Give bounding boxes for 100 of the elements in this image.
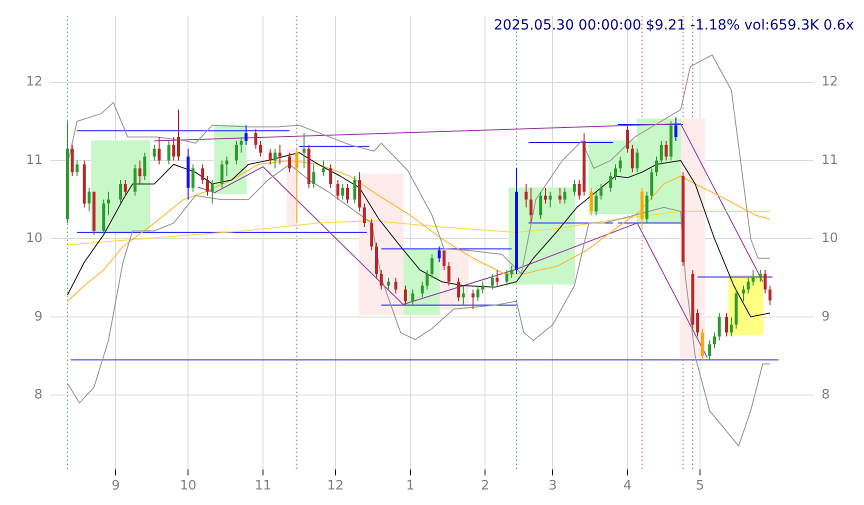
candlestick — [119, 180, 122, 204]
candlestick — [88, 187, 91, 212]
candlestick — [206, 176, 209, 196]
y-tick-label: 8 — [34, 387, 43, 402]
candlestick — [138, 160, 142, 184]
candlestick — [346, 183, 349, 204]
y-tick-label: 11 — [26, 152, 43, 168]
candlestick — [539, 191, 542, 220]
candlestick — [210, 180, 214, 204]
candlestick — [426, 269, 429, 290]
candlestick — [725, 312, 728, 337]
candlestick — [387, 277, 390, 290]
candlestick — [244, 124, 248, 146]
candlestick — [442, 250, 446, 270]
candlestick — [336, 180, 340, 200]
candlestick — [70, 144, 74, 177]
candlestick — [177, 109, 180, 161]
candlestick — [353, 176, 356, 204]
candlestick — [438, 246, 441, 263]
candlestick — [220, 160, 224, 188]
y-tick-label: 12 — [26, 74, 43, 90]
candlestick — [329, 164, 332, 188]
candlestick — [240, 136, 243, 154]
x-tick-label: 1 — [406, 478, 414, 494]
candlestick — [295, 148, 298, 224]
candlestick — [481, 281, 484, 294]
x-tick-label: 11 — [254, 478, 272, 494]
candlestick — [134, 164, 137, 196]
chart-title: 2025.05.30 00:00:00 $9.21 -1.18% vol:659.3K 0.6x — [494, 18, 854, 34]
candlestick — [718, 312, 721, 341]
x-tick-label: 10 — [180, 478, 196, 494]
candlestick — [708, 340, 712, 360]
candlestick — [700, 328, 704, 360]
candlestick — [201, 164, 204, 184]
y-tick-label: 10 — [26, 231, 43, 246]
x-tick-label: 3 — [548, 478, 557, 494]
candlestick — [462, 285, 465, 306]
candlestick — [380, 269, 383, 290]
candlestick — [660, 140, 663, 165]
candlestick — [472, 289, 475, 310]
candlestick — [152, 144, 156, 161]
candlestick — [76, 160, 79, 177]
candlestick — [341, 183, 344, 200]
candlestick — [626, 124, 630, 154]
candlestick — [411, 289, 414, 306]
candlestick — [254, 128, 258, 150]
candlestick — [572, 180, 576, 196]
candlestick — [548, 191, 552, 208]
y2-tick-label: 12 — [821, 74, 838, 90]
candlestick — [674, 116, 678, 142]
candlestick — [529, 187, 532, 224]
candlestick — [650, 168, 654, 200]
candlestick — [696, 308, 700, 337]
y2-tick-label: 11 — [821, 152, 838, 168]
x-tick-label: 12 — [327, 478, 344, 494]
candlestick — [544, 187, 547, 204]
candlestick — [712, 332, 716, 349]
candlestick — [394, 277, 398, 294]
candlestick — [746, 277, 750, 294]
y2-tick-label: 10 — [821, 231, 838, 246]
candlestick — [259, 140, 262, 158]
candlestick — [447, 262, 450, 286]
y2-tick-label: 8 — [821, 387, 830, 402]
candlestick — [172, 136, 176, 161]
candlestick — [742, 285, 745, 302]
x-tick-label: 4 — [623, 478, 632, 494]
candlestick — [505, 269, 508, 286]
candlestick — [430, 254, 434, 278]
candlestick — [274, 148, 277, 169]
candlestick — [600, 183, 602, 200]
candlestick — [510, 266, 514, 278]
candlestick — [645, 191, 648, 224]
y-tick-label: 9 — [34, 309, 43, 324]
candlestick — [594, 191, 598, 216]
candlestick — [664, 140, 668, 161]
candlestick — [124, 180, 127, 196]
candlestick — [524, 183, 528, 208]
candlestick — [609, 172, 612, 192]
candlestick — [143, 152, 146, 181]
candlestick — [167, 140, 170, 165]
candlestick — [404, 285, 407, 306]
candlestick — [420, 281, 424, 298]
candlestick — [370, 218, 374, 251]
candlestick — [288, 152, 292, 173]
x-tick-label: 5 — [696, 478, 704, 494]
candlestick — [191, 164, 194, 192]
candlestick — [655, 156, 658, 177]
candlestick — [457, 277, 460, 302]
candlestick — [106, 191, 110, 216]
candlestick — [158, 136, 161, 165]
candlestick — [730, 316, 733, 337]
candlestick — [563, 187, 566, 204]
candlestick — [268, 148, 272, 165]
candlestick — [312, 164, 316, 188]
candlestick — [614, 164, 617, 181]
candlestick — [225, 156, 228, 177]
candlestick — [768, 285, 772, 306]
candlestick — [618, 156, 622, 173]
x-tick-label: 9 — [112, 478, 120, 494]
candlestick — [630, 144, 634, 173]
